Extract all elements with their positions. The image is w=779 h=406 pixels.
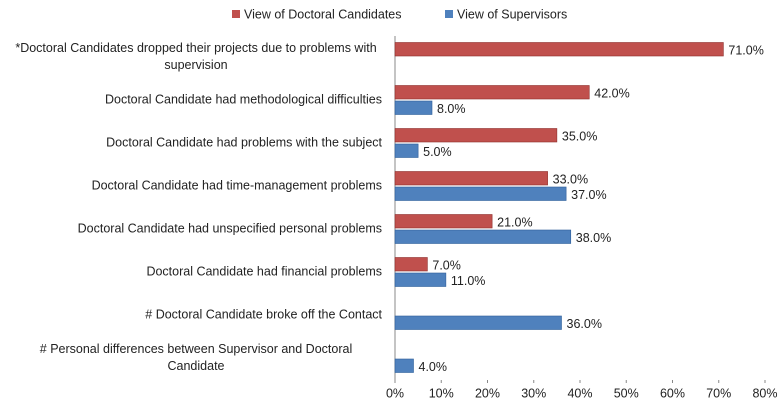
bar: [394, 85, 590, 100]
bar: [394, 315, 562, 330]
value-label: 35.0%: [562, 130, 597, 144]
x-tick-label: 10%: [429, 386, 454, 400]
bar: [394, 272, 447, 287]
bar: [394, 229, 572, 244]
category-label: Doctoral Candidate had time-management p…: [0, 178, 382, 195]
category-label: # Personal differences between Superviso…: [0, 341, 382, 375]
x-tick-label: 30%: [521, 386, 546, 400]
value-label: 4.0%: [419, 360, 448, 374]
bar: [394, 128, 558, 143]
bar: [394, 358, 414, 373]
category-text: Doctoral Candidate had unspecified perso…: [77, 221, 382, 236]
bar: [394, 42, 724, 57]
x-tick-label: 70%: [706, 386, 731, 400]
category-label: *Doctoral Candidates dropped their proje…: [0, 40, 382, 74]
category-label: Doctoral Candidate had problems with the…: [0, 135, 382, 152]
category-text: *Doctoral Candidates dropped their proje…: [15, 41, 377, 72]
value-label: 5.0%: [423, 145, 452, 159]
value-label: 11.0%: [451, 274, 486, 288]
x-tick-label: 50%: [614, 386, 639, 400]
value-label: 71.0%: [728, 44, 763, 58]
category-text: Doctoral Candidate had financial problem…: [146, 264, 382, 279]
bar: [394, 214, 493, 229]
value-label: 8.0%: [437, 102, 466, 116]
category-label: Doctoral Candidate had unspecified perso…: [0, 221, 382, 238]
x-tick-label: 80%: [752, 386, 777, 400]
x-tick-label: 40%: [567, 386, 592, 400]
value-label: 38.0%: [576, 231, 611, 245]
value-label: 36.0%: [567, 317, 602, 331]
category-text: Doctoral Candidate had time-management p…: [91, 178, 382, 193]
bar: [394, 143, 419, 158]
bar: [394, 171, 548, 186]
value-label: 33.0%: [553, 173, 588, 187]
bar: [394, 186, 567, 201]
legend-label: View of Supervisors: [457, 7, 567, 21]
x-tick-label: 20%: [475, 386, 500, 400]
value-label: 21.0%: [497, 216, 532, 230]
value-label: 37.0%: [571, 188, 606, 202]
legend-swatch: [232, 10, 240, 18]
category-label: Doctoral Candidate had methodological di…: [0, 92, 382, 109]
bar: [394, 257, 428, 272]
category-text: # Personal differences between Superviso…: [39, 342, 353, 373]
category-text: Doctoral Candidate had problems with the…: [106, 135, 382, 150]
bar: [394, 100, 433, 115]
category-text: # Doctoral Candidate broke off the Conta…: [145, 307, 382, 322]
category-label: Doctoral Candidate had financial problem…: [0, 264, 382, 281]
value-label: 42.0%: [594, 87, 629, 101]
legend-label: View of Doctoral Candidates: [244, 7, 402, 21]
category-label: # Doctoral Candidate broke off the Conta…: [0, 307, 382, 324]
x-tick-label: 0%: [386, 386, 404, 400]
value-label: 7.0%: [432, 259, 461, 273]
x-tick-label: 60%: [660, 386, 685, 400]
category-text: Doctoral Candidate had methodological di…: [104, 92, 382, 107]
legend-swatch: [445, 10, 453, 18]
